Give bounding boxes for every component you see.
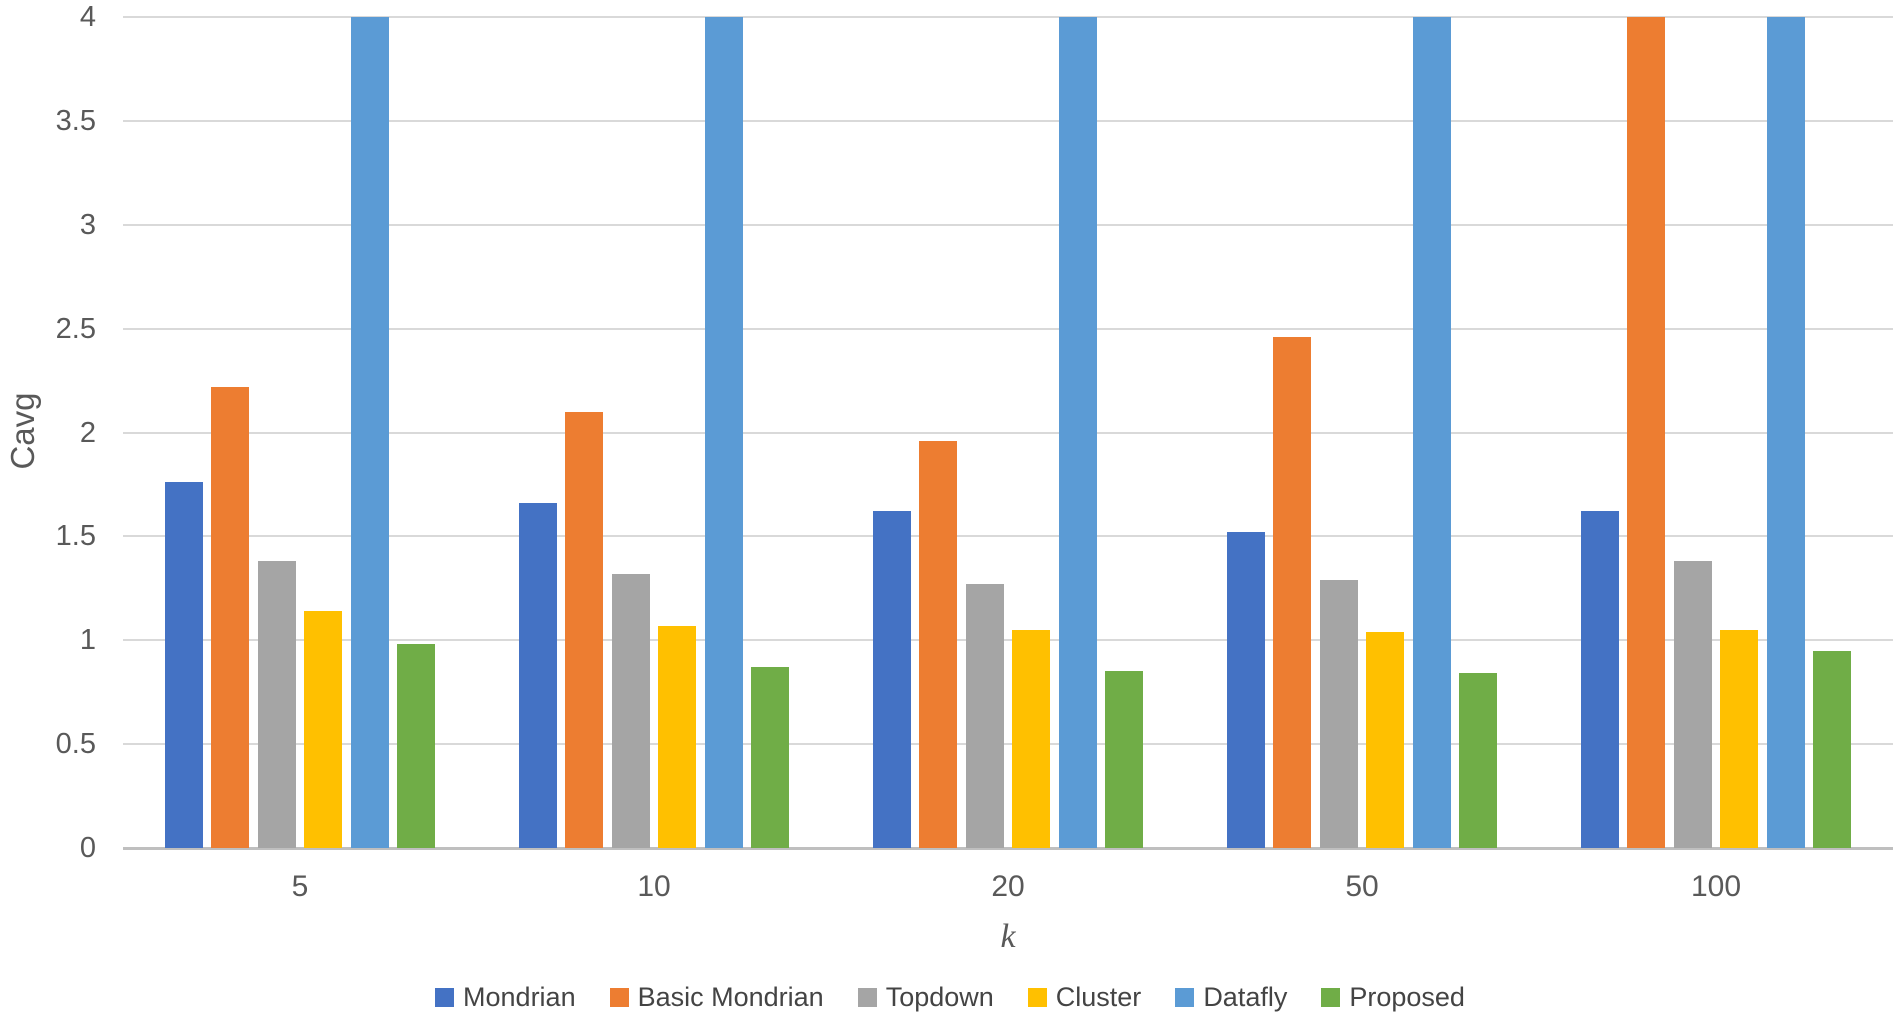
bar-mondrian [1581,511,1619,848]
bar-proposed [1459,673,1497,848]
bar-topdown [257,561,296,848]
legend-item: Proposed [1321,982,1465,1013]
legend-label: Mondrian [463,982,576,1012]
bar-proposed [1813,650,1851,848]
bar-datafly [1766,17,1805,848]
legend-item: Cluster [1027,982,1142,1013]
x-axis-tick-label: 5 [291,870,309,903]
legend-swatch-proposed [1321,988,1341,1007]
bar-cluster [1012,629,1051,848]
gridline [123,743,1893,746]
y-axis-tick-label: 2.5 [55,312,96,345]
bar-datafly [350,17,389,848]
bar-datafly [1412,17,1451,848]
legend-label: Datafly [1203,982,1288,1012]
legend-swatch-topdown [857,988,877,1007]
gridline [123,639,1893,642]
y-axis-tick-label: 2 [79,416,96,449]
bar-basic-mondrian [211,386,250,848]
bar-topdown [1673,561,1712,848]
gridline [123,16,1893,18]
bar-basic-mondrian [1273,336,1312,848]
bar-topdown [1319,580,1358,848]
y-axis-tick-label: 3 [79,208,96,241]
x-axis-title: k [1000,918,1016,955]
x-axis-tick-label: 50 [1345,870,1379,903]
y-axis-tick-label: 0.5 [55,728,96,761]
bar-datafly [1058,17,1097,848]
gridline [123,431,1893,434]
bar-topdown [611,573,650,848]
bar-proposed [397,644,435,848]
legend-swatch-mondrian [435,988,455,1007]
y-axis-tick-label: 3.5 [55,104,96,137]
bar-proposed [1105,671,1143,848]
y-axis-tick-label: 0 [79,832,96,864]
gridline [123,223,1893,226]
bar-datafly [704,17,743,848]
x-axis-tick-label: 100 [1690,870,1742,903]
bar-proposed [751,667,789,848]
legend: Mondrian Basic Mondrian Topdown Cluster Data… [0,982,1900,1013]
x-axis-line [123,847,1893,850]
legend-label: Proposed [1349,982,1465,1012]
bar-cluster [658,625,697,848]
bar-mondrian [519,503,557,848]
legend-swatch-cluster [1027,988,1047,1007]
legend-label: Topdown [885,982,994,1012]
gridline [123,327,1893,330]
x-axis-tick-label: 20 [991,870,1025,903]
bar-basic-mondrian [1627,17,1666,848]
bar-topdown [965,584,1004,848]
bar-cluster [1720,629,1759,848]
legend-label: Cluster [1055,982,1142,1012]
legend-label: Basic Mondrian [637,982,824,1012]
legend-swatch-datafly [1175,988,1195,1007]
y-axis-tick-label: 1 [79,624,96,657]
legend-item: Basic Mondrian [609,982,824,1013]
bar-cluster [304,611,343,848]
bar-mondrian [165,482,203,848]
y-axis-tick-label: 4 [79,1,96,33]
bar-basic-mondrian [565,411,604,848]
legend-item: Datafly [1175,982,1287,1013]
x-axis-tick-label: 10 [637,870,671,903]
bar-mondrian [1227,532,1265,848]
bar-basic-mondrian [919,440,958,848]
bar-mondrian [873,511,911,848]
gridline [123,535,1893,538]
legend-swatch-basic-mondrian [609,988,629,1007]
legend-item: Topdown [857,982,994,1013]
legend-item: Mondrian [435,982,576,1013]
bar-cluster [1366,631,1405,848]
gridline [123,119,1893,122]
y-axis-tick-label: 1.5 [55,520,96,553]
